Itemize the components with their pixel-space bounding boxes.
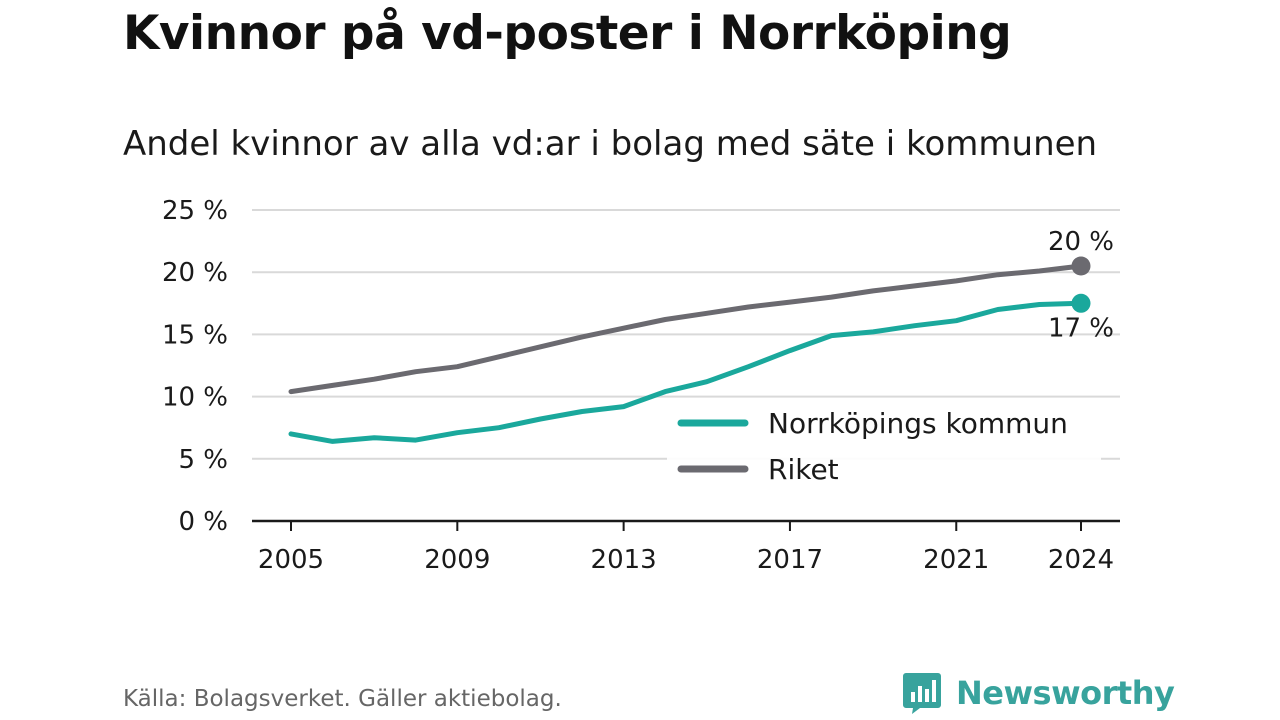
legend-background bbox=[667, 400, 1101, 496]
end-label-riket: 20 % bbox=[1048, 227, 1114, 257]
chart-title: Kvinnor på vd-poster i Norrköping bbox=[123, 6, 1012, 61]
source-note: Källa: Bolagsverket. Gäller aktiebolag. bbox=[123, 686, 562, 712]
series-line-riket bbox=[288, 263, 1084, 395]
end-label-norrkoping: 17 % bbox=[1048, 313, 1114, 343]
y-tick-label: 25 % bbox=[162, 196, 228, 226]
legend-label: Riket bbox=[768, 453, 839, 486]
brand-name: Newsworthy bbox=[956, 674, 1175, 712]
legend-label: Norrköpings kommun bbox=[768, 407, 1068, 440]
x-tick-label: 2017 bbox=[757, 545, 823, 575]
x-tick-label: 2024 bbox=[1048, 545, 1114, 575]
end-point-norrkoping bbox=[1071, 293, 1091, 313]
brand-logo: Newsworthy bbox=[902, 672, 1175, 714]
x-tick-label: 2005 bbox=[258, 545, 324, 575]
y-tick-label: 20 % bbox=[162, 258, 228, 288]
y-tick-label: 10 % bbox=[162, 383, 228, 413]
x-tick-label: 2021 bbox=[923, 545, 989, 575]
x-tick-label: 2013 bbox=[591, 545, 657, 575]
y-tick-label: 15 % bbox=[162, 320, 228, 350]
series-line-norrkoping bbox=[288, 300, 1084, 444]
end-point-riket bbox=[1071, 256, 1091, 276]
x-tick-label: 2009 bbox=[424, 545, 490, 575]
newsworthy-logo-icon bbox=[903, 673, 941, 714]
chart-subtitle: Andel kvinnor av alla vd:ar i bolag med … bbox=[123, 124, 1098, 164]
y-tick-label: 0 % bbox=[178, 507, 228, 537]
y-tick-label: 5 % bbox=[178, 445, 228, 475]
